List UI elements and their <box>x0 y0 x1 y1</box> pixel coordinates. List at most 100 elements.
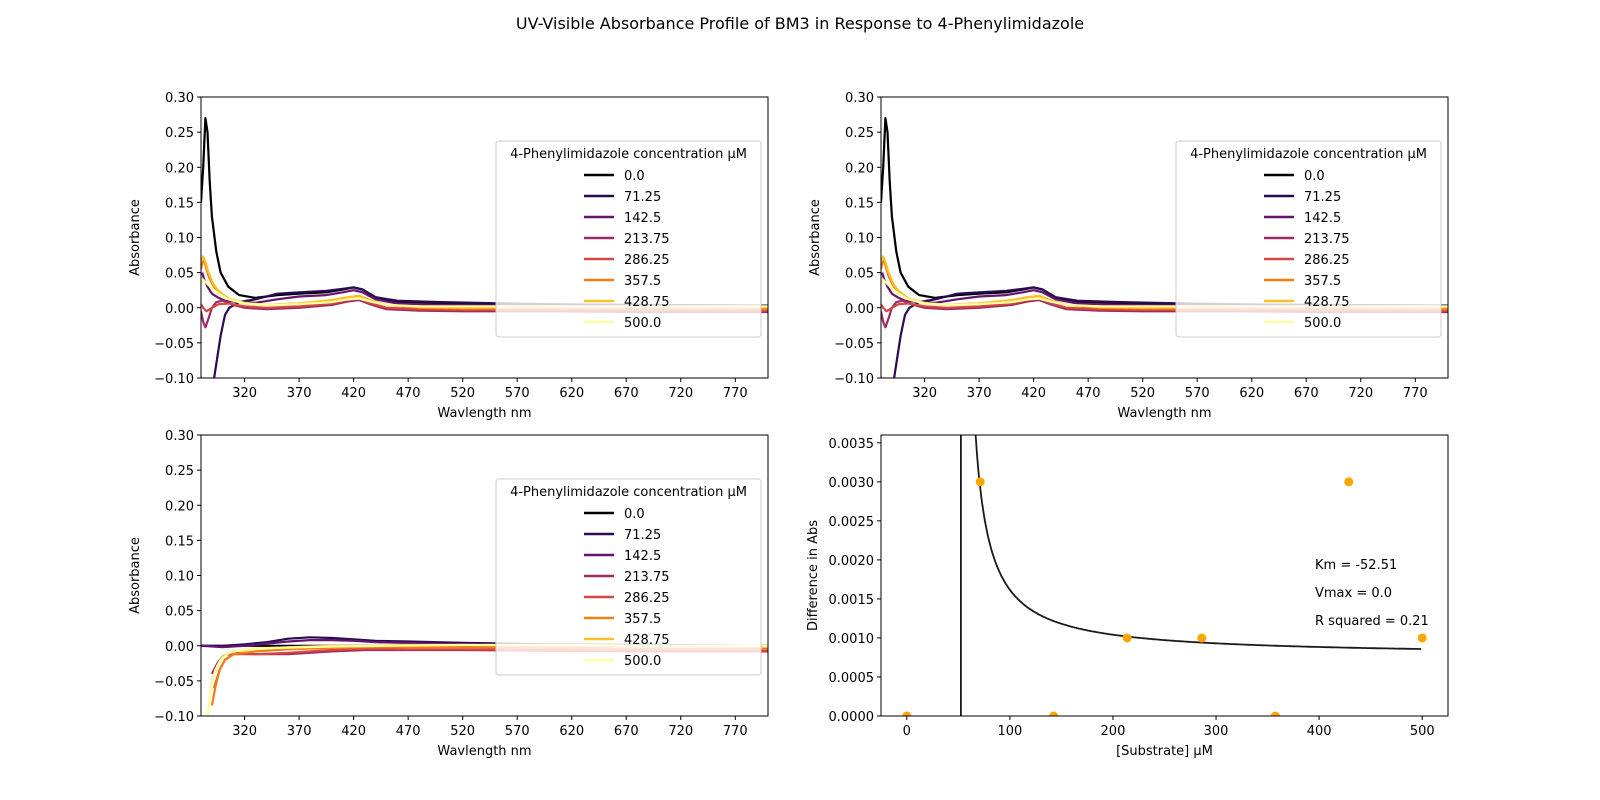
x-axis-label: Wavlength nm <box>437 406 531 421</box>
data-point <box>1417 633 1427 643</box>
y-tick-label: 0.15 <box>165 196 194 211</box>
x-axis-label: Wavlength nm <box>437 744 531 759</box>
y-tick-label: 0.10 <box>165 232 194 247</box>
legend-label: 428.75 <box>1304 295 1350 310</box>
plot-content <box>201 117 768 378</box>
x-tick-label: 720 <box>668 386 693 401</box>
y-tick-label: 0.05 <box>165 605 194 620</box>
x-tick-label: 420 <box>341 724 366 739</box>
legend-label: 428.75 <box>624 633 670 648</box>
series-line-213.75 <box>881 298 1448 329</box>
y-axis-label: Difference in Abs <box>806 520 821 631</box>
series-line-428.75 <box>881 255 1448 309</box>
x-tick-label: 670 <box>614 386 639 401</box>
y-tick-label: 0.0025 <box>829 515 875 530</box>
data-point <box>1049 711 1059 716</box>
x-tick-label: 100 <box>997 724 1022 739</box>
y-tick-label: 0.0010 <box>829 632 875 647</box>
x-tick-label: 0 <box>903 724 911 739</box>
y-tick-label: 0.10 <box>165 570 194 585</box>
y-axis-label: Absorbance <box>128 199 143 276</box>
data-point <box>902 711 912 716</box>
series-line-500.0 <box>201 278 768 308</box>
x-tick-label: 620 <box>559 386 584 401</box>
legend-frame <box>495 478 762 676</box>
series-line-71.25 <box>212 286 768 378</box>
legend-title: 4-Phenylimidazole concentration µM <box>510 147 747 162</box>
y-tick-label: 0.10 <box>845 232 874 247</box>
y-tick-label: 0.00 <box>845 302 874 317</box>
legend-label: 357.5 <box>624 274 661 289</box>
y-tick-label: 0.15 <box>845 196 874 211</box>
x-tick-label: 620 <box>559 724 584 739</box>
legend-label: 500.0 <box>1304 316 1341 331</box>
legend-label: 286.25 <box>1304 253 1350 268</box>
y-tick-label: −0.05 <box>154 337 194 352</box>
legend-label: 0.0 <box>1304 169 1325 184</box>
legend-label: 286.25 <box>624 591 670 606</box>
x-tick-label: 400 <box>1307 724 1332 739</box>
x-tick-label: 320 <box>232 386 257 401</box>
legend-title: 4-Phenylimidazole concentration µM <box>510 485 747 500</box>
y-tick-label: 0.00 <box>165 640 194 655</box>
series-line-428.75 <box>201 255 768 309</box>
axes-frame <box>200 96 769 379</box>
axes-frame <box>880 96 1449 379</box>
x-tick-label: 720 <box>1348 386 1373 401</box>
x-tick-label: 370 <box>287 386 312 401</box>
y-tick-label: 0.0005 <box>829 671 875 686</box>
y-tick-label: 0.25 <box>165 464 194 479</box>
data-point <box>975 477 985 487</box>
chart-panel-bottom-right: 0 100 200 300 400 500 0.0000 0.0005 0.0010 0.0015… <box>806 434 1449 759</box>
legend-label: 286.25 <box>624 253 670 268</box>
legend-label: 0.0 <box>624 507 645 522</box>
y-axis-label: Absorbance <box>128 537 143 614</box>
x-axis-label: Wavlength nm <box>1117 406 1211 421</box>
legend-label: 71.25 <box>624 190 661 205</box>
y-axis-label: Absorbance <box>808 199 823 276</box>
x-tick-label: 470 <box>396 724 421 739</box>
x-tick-label: 420 <box>341 386 366 401</box>
series-line-0.0 <box>881 117 1448 307</box>
x-tick-label: 770 <box>723 386 748 401</box>
legend: 4-Phenylimidazole concentration µM 0.0 71.… <box>495 478 762 676</box>
y-tick-label: −0.10 <box>154 710 194 725</box>
data-point <box>1344 477 1354 487</box>
chart-panel-top-left: 320 370 420 470 520 570 620 670 720 770 −0.10 −0.05… <box>128 91 769 421</box>
x-tick-label: 470 <box>1076 386 1101 401</box>
x-tick-label: 500 <box>1410 724 1435 739</box>
series-line-286.25 <box>881 297 1448 313</box>
y-tick-label: 0.20 <box>845 161 874 176</box>
data-point <box>1270 711 1280 716</box>
y-tick-label: −0.10 <box>154 372 194 387</box>
y-tick-label: 0.30 <box>165 91 194 106</box>
x-tick-label: 420 <box>1021 386 1046 401</box>
legend: 4-Phenylimidazole concentration µM 0.0 71.… <box>1175 140 1442 338</box>
y-tick-label: 0.20 <box>165 161 194 176</box>
x-tick-label: 520 <box>450 386 475 401</box>
data-point <box>1122 633 1132 643</box>
fit-annotation: Km = -52.51 <box>1315 558 1397 573</box>
x-tick-label: 570 <box>1185 386 1210 401</box>
legend-label: 142.5 <box>624 549 661 564</box>
y-tick-label: 0.00 <box>165 302 194 317</box>
legend-label: 213.75 <box>624 570 670 585</box>
y-tick-label: 0.0035 <box>829 437 875 452</box>
x-tick-label: 300 <box>1204 724 1229 739</box>
legend-label: 428.75 <box>624 295 670 310</box>
y-tick-label: −0.05 <box>834 337 874 352</box>
y-tick-label: 0.05 <box>845 267 874 282</box>
x-tick-label: 770 <box>1403 386 1428 401</box>
plot-content <box>902 435 1427 716</box>
x-tick-label: 670 <box>614 724 639 739</box>
series-line-142.5 <box>201 272 768 308</box>
series-line-500.0 <box>881 278 1448 308</box>
plot-area <box>881 435 1448 716</box>
legend-label: 0.0 <box>624 169 645 184</box>
legend-label: 142.5 <box>1304 211 1341 226</box>
y-tick-label: 0.20 <box>165 499 194 514</box>
y-tick-label: −0.10 <box>834 372 874 387</box>
series-line-286.25 <box>201 297 768 313</box>
series-line-71.25 <box>892 286 1448 378</box>
